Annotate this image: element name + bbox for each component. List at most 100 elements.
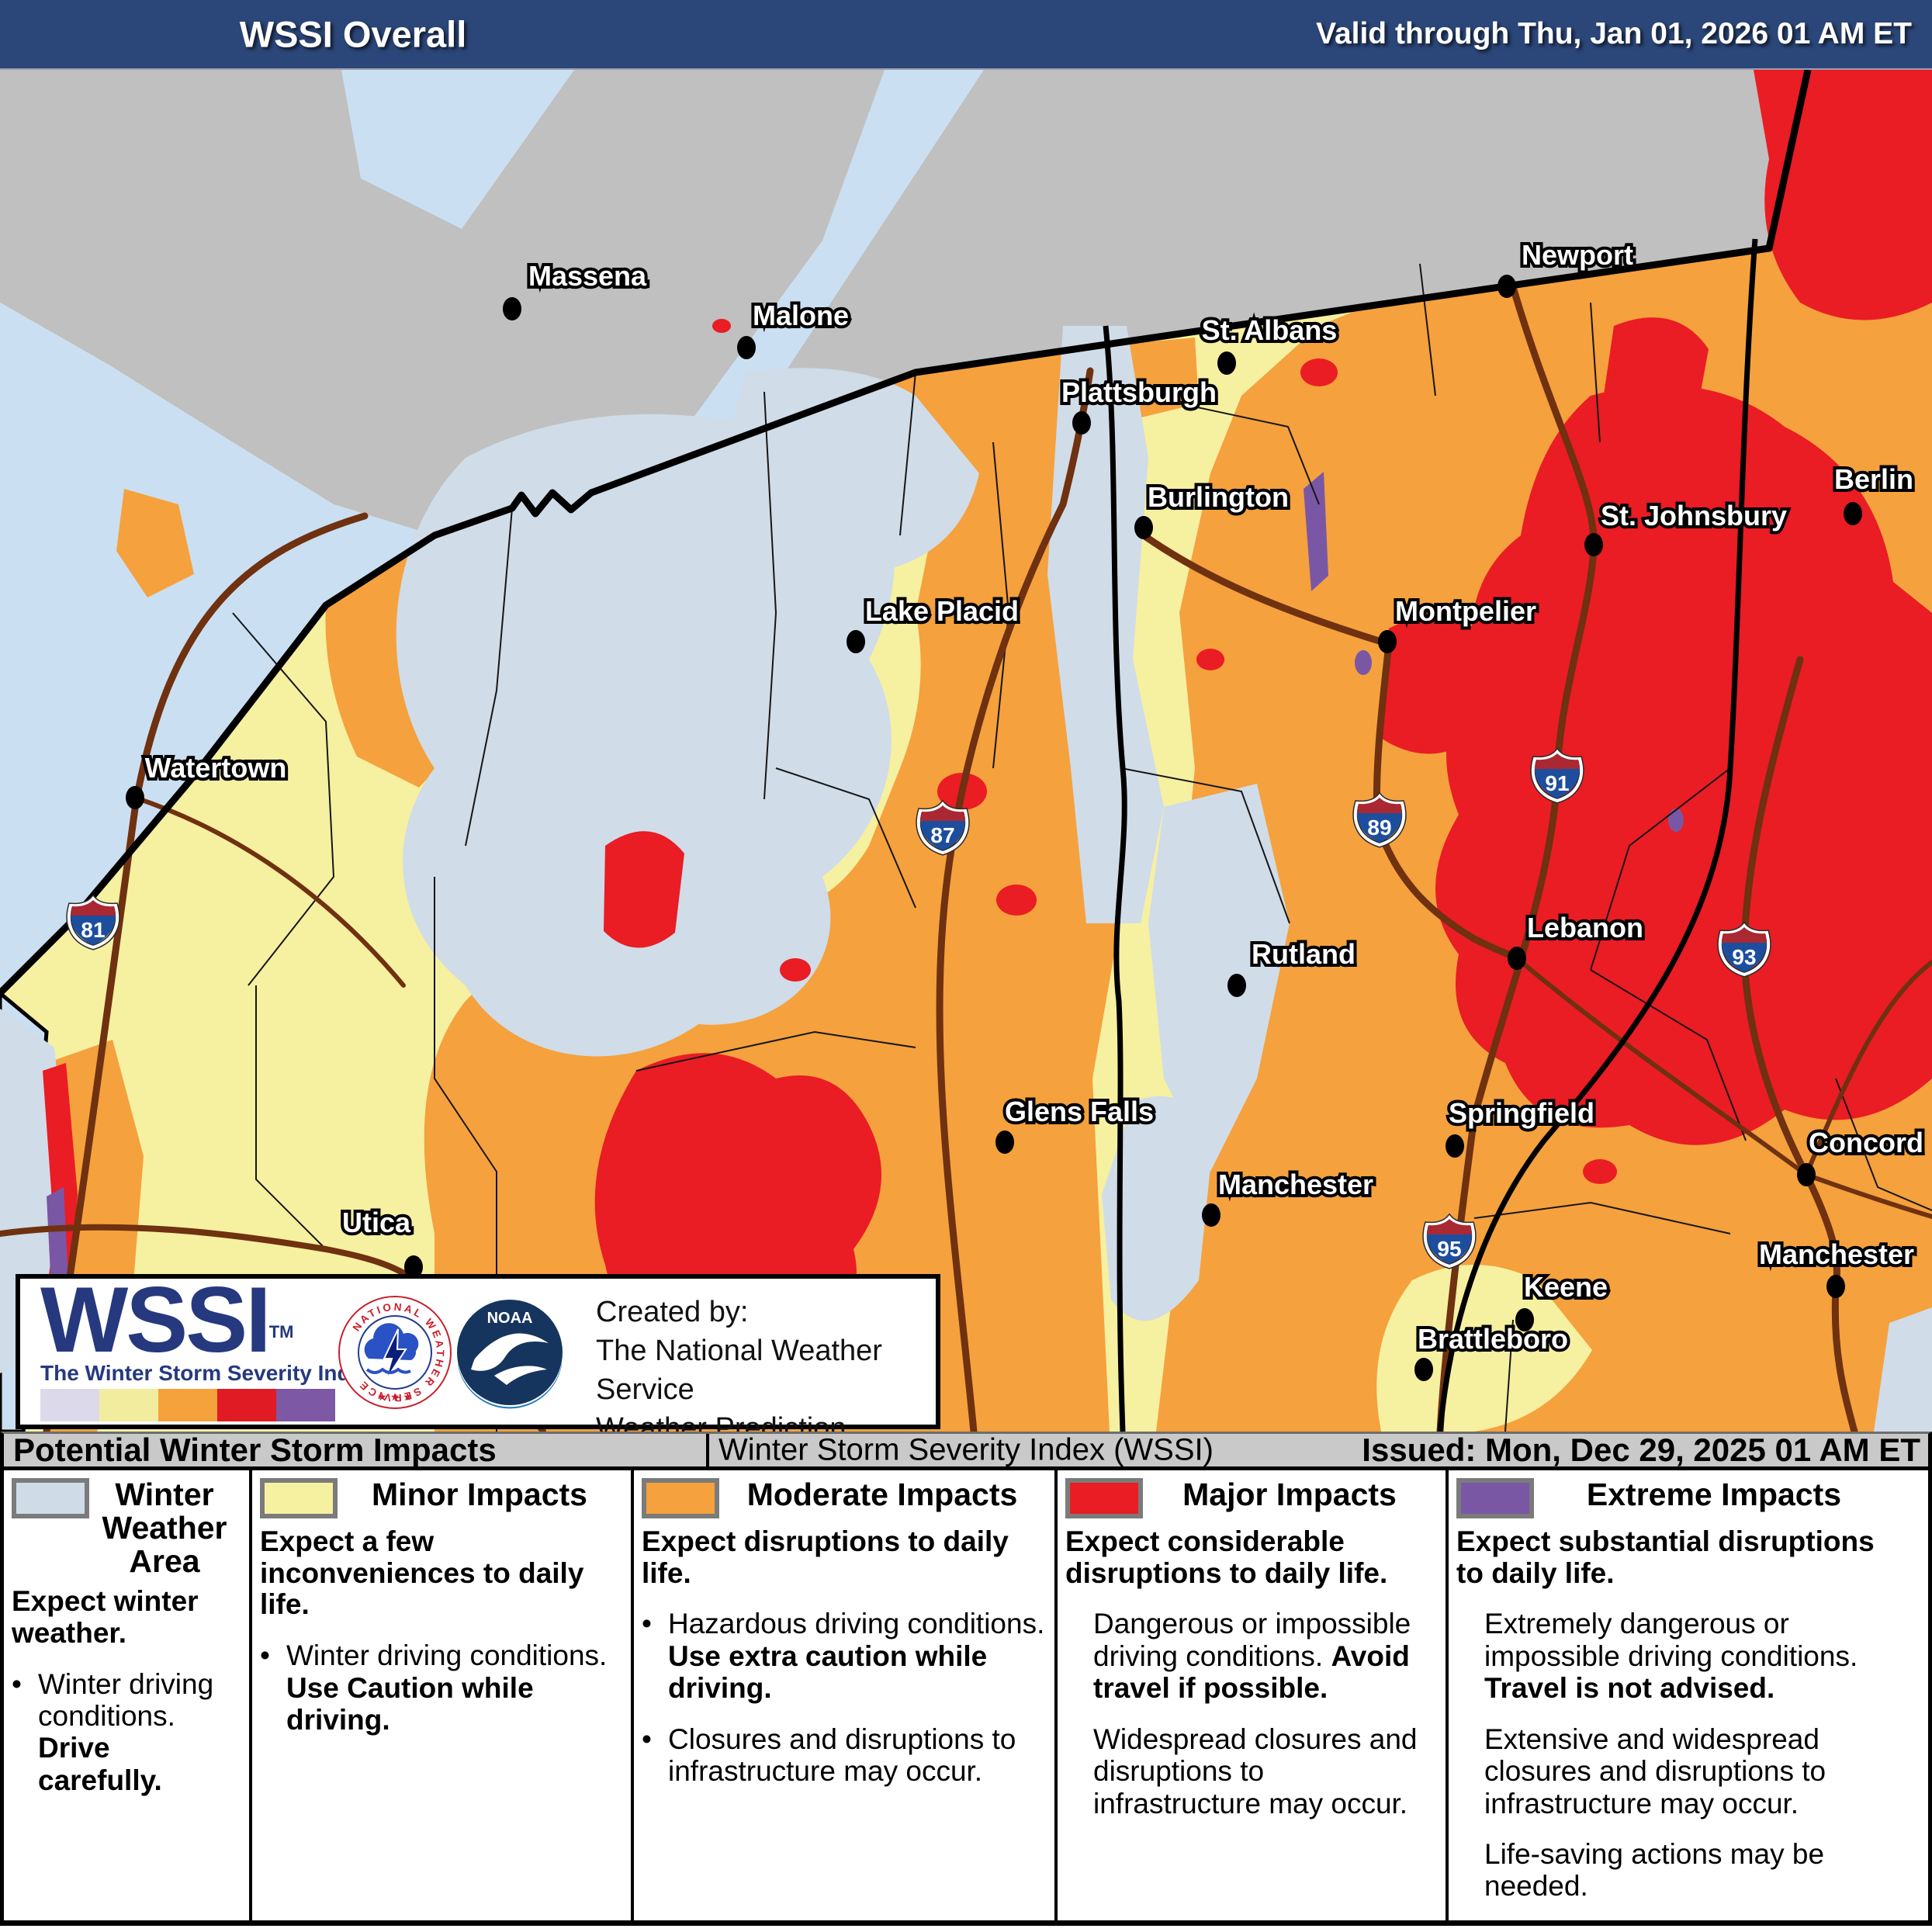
- city-dot: [1202, 1203, 1220, 1227]
- legend-item: Dangerous or impossible driving conditio…: [1093, 1608, 1411, 1705]
- city-label: Rutland: [1252, 938, 1356, 970]
- legend-swatch: [260, 1478, 338, 1518]
- city-marker-manchester: Manchester: [1202, 1165, 1376, 1227]
- svg-text:93: 93: [1732, 945, 1756, 969]
- city-dot: [1515, 1308, 1534, 1331]
- city-marker-st-albans: St. Albans: [1199, 311, 1340, 375]
- city-dot: [1134, 516, 1153, 539]
- city-label: Malone: [753, 299, 849, 331]
- city-dot: [1072, 411, 1091, 435]
- city-dot: [1414, 1358, 1433, 1381]
- city-dot: [404, 1255, 423, 1279]
- city-label: Manchester: [1218, 1169, 1373, 1200]
- city-marker-brattleboro: Brattleboro: [1414, 1320, 1571, 1381]
- city-label: Glens Falls: [1005, 1096, 1154, 1127]
- created-by-label: Created by:: [596, 1296, 749, 1328]
- city-label: Lebanon: [1527, 912, 1643, 943]
- wssi-color-scale: [40, 1389, 335, 1421]
- city-label: Lake Placid: [865, 595, 1019, 627]
- svg-text:87: 87: [930, 823, 954, 847]
- city-dot: [1217, 351, 1236, 375]
- city-dot: [1378, 630, 1397, 653]
- legend-item: Extensive and widespread closures and di…: [1484, 1723, 1826, 1819]
- interstate-91-shield-icon: 91: [1533, 752, 1581, 801]
- legend-intro: Expect winter weather.: [12, 1585, 199, 1649]
- bullet-icon: •: [642, 1723, 652, 1755]
- bar-divider: [706, 1434, 709, 1466]
- legend-intro: Expect a few inconveniences to daily lif…: [260, 1525, 584, 1621]
- legend-column-extreme-impacts: Extreme Impacts Expect substantial disrup…: [1449, 1470, 1903, 1920]
- legend-title: Minor Impacts: [372, 1477, 587, 1512]
- svg-text:★ ★ ★: ★ ★ ★: [377, 1390, 412, 1403]
- created-by-line1: The National Weather Service: [596, 1335, 882, 1406]
- city-dot: [1508, 947, 1526, 970]
- map-canvas: 81 87 89 91 93 95 Massena Malone St. Albans Newp…: [0, 70, 1932, 1432]
- city-label: Manchester: [1759, 1238, 1914, 1270]
- legend-intro: Expect disruptions to daily life.: [642, 1525, 1009, 1589]
- legend-item: • Winter driving conditions. Drive careful…: [12, 1667, 214, 1796]
- legend-column-moderate-impacts: Moderate Impacts Expect disruptions to da…: [634, 1470, 1058, 1920]
- city-label: Massena: [528, 260, 647, 292]
- bullet-icon: •: [12, 1667, 22, 1700]
- legend-item: Widespread closures and disruptions to i…: [1093, 1723, 1418, 1819]
- valid-through-text: Valid through Thu, Jan 01, 2026 01 AM ET: [1316, 17, 1912, 50]
- legend-swatch: [1456, 1478, 1534, 1518]
- city-label: Brattleboro: [1418, 1323, 1568, 1355]
- city-label: Burlington: [1148, 481, 1289, 513]
- city-marker-springfield: Springfield: [1446, 1094, 1598, 1158]
- legend-column-major-impacts: Major Impacts Expect considerable disrupt…: [1058, 1470, 1449, 1920]
- legend-title: Moderate Impacts: [746, 1477, 1018, 1512]
- svg-text:89: 89: [1367, 815, 1391, 840]
- wssi-scale-swatch: [276, 1389, 335, 1421]
- legend-title: Extreme Impacts: [1586, 1477, 1842, 1512]
- city-label: St. Albans: [1202, 314, 1338, 346]
- legend-item: • Winter driving conditions. Use Caution …: [260, 1639, 608, 1736]
- interstate-81-shield-icon: 81: [69, 898, 117, 947]
- city-dot: [737, 336, 756, 359]
- city-marker-malone: Malone: [737, 296, 852, 359]
- legend-title: Winter Weather Area: [102, 1477, 227, 1580]
- city-label: Keene: [1524, 1271, 1608, 1303]
- legend-item: Life-saving actions may be needed.: [1484, 1838, 1825, 1903]
- city-dot: [1497, 275, 1516, 298]
- legend-column-minor-impacts: Minor Impacts Expect a few inconveniences…: [252, 1470, 634, 1920]
- wssi-scale-swatch: [158, 1389, 217, 1421]
- legend-item: • Closures and disruptions to infrastruct…: [642, 1723, 1016, 1788]
- bar-left-title: Potential Winter Storm Impacts: [13, 1432, 497, 1468]
- svg-text:91: 91: [1545, 771, 1569, 795]
- interstate-95-shield-icon: 95: [1425, 1217, 1473, 1266]
- city-label: Newport: [1522, 239, 1633, 271]
- header-bar: WSSI Overall Valid through Thu, Jan 01, …: [0, 0, 1932, 70]
- legend-intro: Expect considerable disruptions to daily…: [1065, 1525, 1388, 1589]
- legend-swatch: [642, 1478, 719, 1518]
- city-marker-lake-placid: Lake Placid: [847, 592, 1022, 653]
- city-label: Springfield: [1449, 1097, 1594, 1129]
- svg-text:NOAA: NOAA: [487, 1310, 533, 1327]
- wssi-scale-swatch: [217, 1389, 276, 1421]
- page-title: WSSI Overall: [239, 13, 467, 55]
- legend-item: • Hazardous driving conditions. Use extra…: [642, 1608, 1045, 1705]
- city-marker-st-johnsbury: St. Johnsbury: [1584, 497, 1790, 556]
- wssi-wordmark: WSSITM: [40, 1268, 294, 1372]
- city-marker-massena: Massena: [503, 257, 650, 320]
- noaa-logo-icon: NOAA: [454, 1297, 566, 1409]
- logo-box: WSSITM The Winter Storm Severity Index N…: [16, 1268, 940, 1484]
- city-dot: [503, 297, 521, 320]
- city-label: Montpelier: [1395, 595, 1536, 627]
- city-dot: [1826, 1275, 1845, 1298]
- wssi-map: 81 87 89 91 93 95 Massena Malone St. Albans Newp…: [0, 70, 1932, 1432]
- city-dot: [126, 786, 144, 809]
- legend-item: Extremely dangerous or impossible drivin…: [1484, 1608, 1858, 1705]
- city-marker-rutland: Rutland: [1227, 935, 1359, 997]
- city-marker-watertown: Watertown: [126, 749, 289, 809]
- city-dot: [1446, 1134, 1464, 1158]
- city-label: Plattsburgh: [1061, 376, 1217, 408]
- interstate-89-shield-icon: 89: [1356, 796, 1404, 845]
- city-marker-burlington: Burlington: [1134, 478, 1292, 539]
- city-label: Concord: [1809, 1127, 1923, 1158]
- city-marker-keene: Keene: [1515, 1268, 1611, 1331]
- city-marker-plattsburgh: Plattsburgh: [1058, 373, 1220, 435]
- interstate-87-shield-icon: 87: [919, 804, 967, 853]
- city-label: Utica: [342, 1207, 411, 1238]
- svg-text:81: 81: [81, 918, 105, 942]
